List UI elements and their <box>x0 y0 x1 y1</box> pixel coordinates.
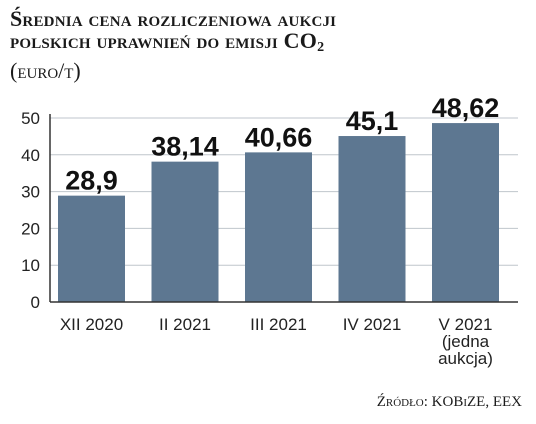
y-tick-label-0: 0 <box>31 293 40 312</box>
bar-5 <box>432 123 499 302</box>
chart-title-line-2-text: polskich uprawnień do emisji CO <box>10 28 318 53</box>
bar-value-label-4: 45,1 <box>346 106 399 136</box>
x-tick-label-4-line-1: IV 2021 <box>343 315 402 334</box>
chart-unit-label: (euro/t) <box>10 58 81 83</box>
chart-title-line-2: polskich uprawnień do emisji CO2 <box>10 30 530 59</box>
bar-value-label-5: 48,62 <box>432 93 500 123</box>
x-tick-label-1-line-1: XII 2020 <box>60 315 123 334</box>
y-tick-label-20: 20 <box>21 219 40 238</box>
y-tick-label-40: 40 <box>21 146 40 165</box>
chart-title-line-1: Średnia cena rozliczeniowa aukcji <box>10 6 337 31</box>
y-tick-label-30: 30 <box>21 183 40 202</box>
x-tick-label-3-line-1: III 2021 <box>250 315 307 334</box>
chart-header: Średnia cena rozliczeniowa aukcji polski… <box>10 8 530 83</box>
bar-value-label-2: 38,14 <box>151 132 219 162</box>
bar-2 <box>151 161 219 302</box>
bar-1 <box>58 195 125 302</box>
chart-title-subscript: 2 <box>317 40 325 55</box>
x-tick-label-2-line-1: II 2021 <box>159 315 211 334</box>
bar-3 <box>245 152 312 302</box>
bar-4 <box>338 136 406 302</box>
bar-value-label-3: 40,66 <box>245 122 313 152</box>
x-tick-label-5-line-1: V 2021 <box>439 315 493 334</box>
x-tick-label-5-line-3: aukcja) <box>438 349 493 368</box>
y-tick-label-10: 10 <box>21 256 40 275</box>
y-tick-label-50: 50 <box>21 109 40 128</box>
bar-value-label-1: 28,9 <box>65 166 118 196</box>
source-note: Źródło: KOBiZE, EEX <box>376 394 522 410</box>
x-tick-label-5-line-2: (jedna <box>442 332 490 351</box>
